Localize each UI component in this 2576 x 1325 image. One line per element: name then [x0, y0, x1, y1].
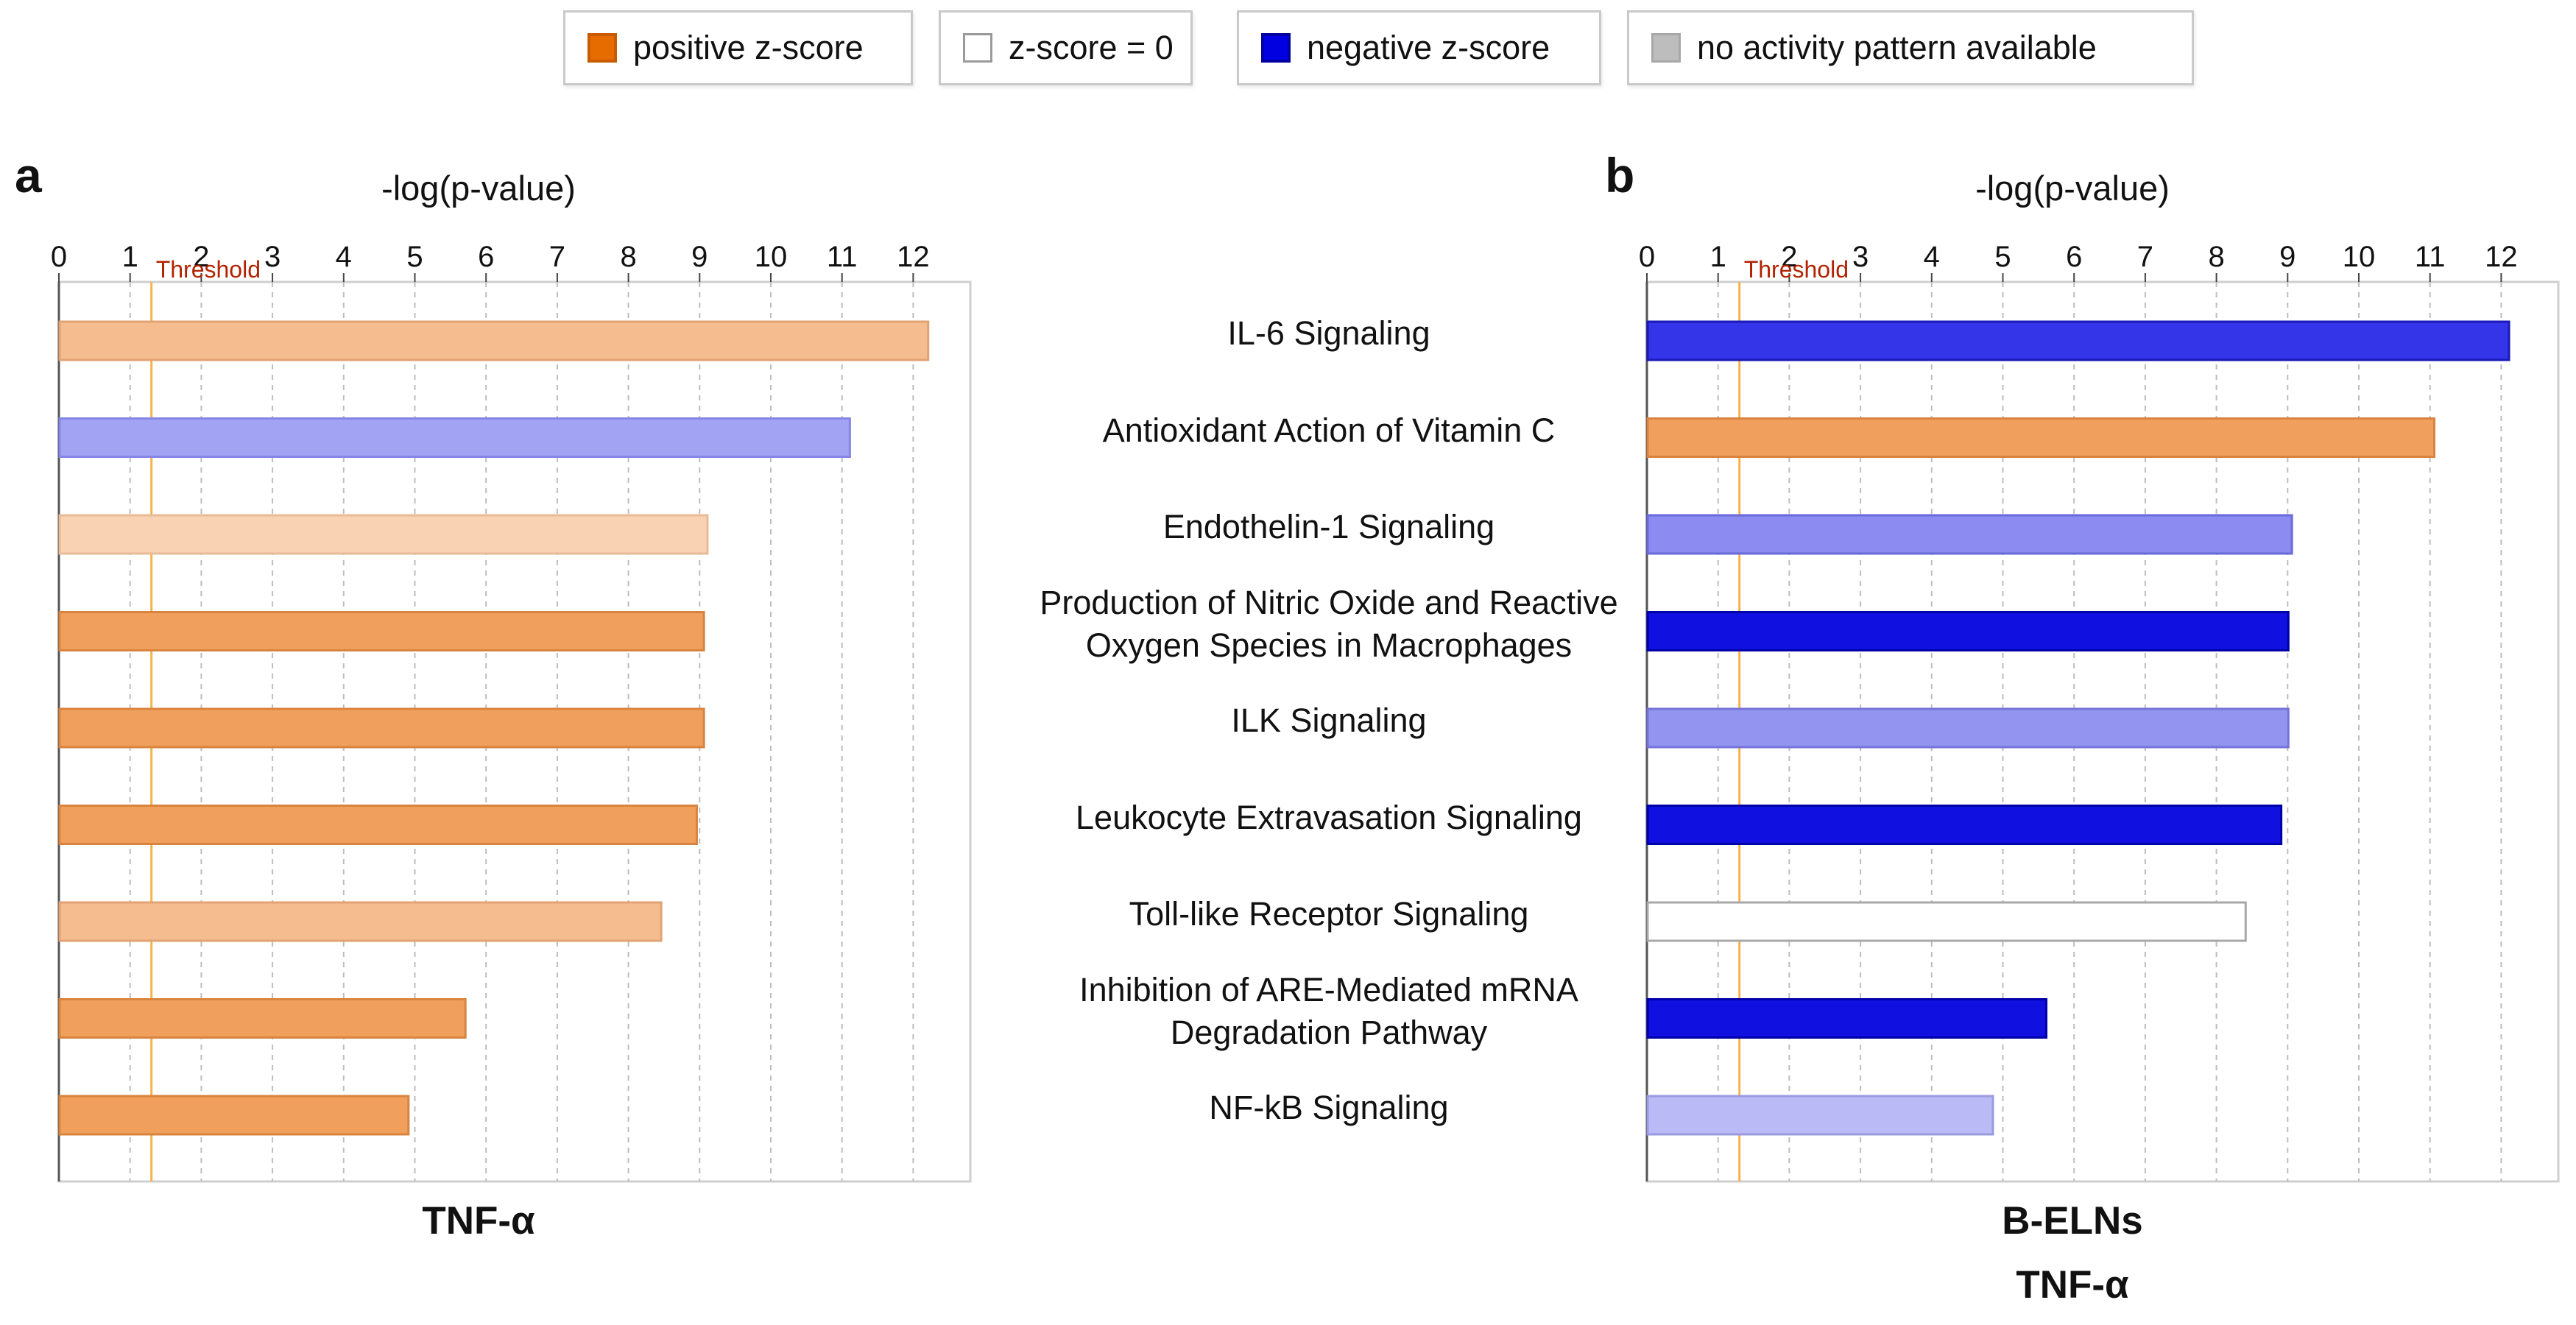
pathway-label: Leukocyte Extravasation Signaling — [998, 796, 1660, 839]
legend-item-no-pattern: no activity pattern available — [1627, 10, 2194, 85]
bar-a-1 — [58, 417, 851, 458]
pathway-label-line: Antioxidant Action of Vitamin C — [1102, 411, 1556, 449]
legend-item-negative: negative z-score — [1237, 10, 1601, 85]
bar-a-6 — [58, 901, 663, 942]
x-tick-label-b-8: 8 — [2208, 241, 2224, 273]
bar-b-6 — [1646, 901, 2247, 942]
x-tick-label-b-4: 4 — [1924, 241, 1940, 273]
panel-caption-a: TNF-α — [422, 1199, 535, 1243]
legend-label: negative z-score — [1307, 29, 1550, 66]
legend-item-positive: positive z-score — [563, 10, 913, 85]
x-tick-label-a-5: 5 — [406, 241, 423, 273]
pathway-label-line: Inhibition of ARE-Mediated mRNA — [1079, 970, 1578, 1008]
bar-b-1 — [1646, 417, 2436, 458]
threshold-label-b: Threshold — [1744, 256, 1849, 283]
bar-b-4 — [1646, 707, 2290, 749]
legend-label: positive z-score — [633, 29, 864, 66]
pathway-label: Toll-like Receptor Signaling — [998, 893, 1660, 936]
legend-label: no activity pattern available — [1697, 29, 2097, 66]
x-tick-label-a-10: 10 — [755, 241, 788, 273]
bar-b-8 — [1646, 1095, 1994, 1136]
pathway-label: Endothelin-1 Signaling — [998, 506, 1660, 548]
legend-item-zero: z-score = 0 — [939, 10, 1193, 85]
pathway-label-line: Degradation Pathway — [1170, 1013, 1488, 1051]
bar-b-3 — [1646, 611, 2290, 651]
pathway-label: Production of Nitric Oxide and Reactive O… — [998, 582, 1660, 667]
pathway-label-line: Toll-like Receptor Signaling — [1129, 895, 1529, 933]
pathway-label: IL-6 Signaling — [998, 312, 1660, 355]
pathway-label: Antioxidant Action of Vitamin C — [998, 409, 1660, 452]
threshold-label-a: Threshold — [156, 256, 261, 283]
x-axis-title-a: -log(p-value) — [381, 169, 576, 208]
x-tick-label-b-1: 1 — [1710, 241, 1726, 273]
x-tick-label-b-0: 0 — [1639, 241, 1655, 273]
x-tick-label-a-8: 8 — [620, 241, 636, 273]
x-tick-label-b-7: 7 — [2137, 241, 2153, 273]
bar-a-3 — [58, 611, 705, 651]
panel-caption-b: B-ELNs — [2002, 1199, 2143, 1243]
x-tick-label-a-0: 0 — [51, 241, 67, 273]
bar-a-4 — [58, 707, 705, 749]
bar-a-2 — [58, 514, 709, 555]
x-tick-label-a-4: 4 — [336, 241, 352, 273]
pathway-label: Inhibition of ARE-Mediated mRNA Degradati… — [998, 969, 1660, 1054]
x-tick-label-b-10: 10 — [2343, 241, 2376, 273]
x-tick-label-b-5: 5 — [1994, 241, 2011, 273]
legend-swatch-positive — [587, 33, 617, 63]
x-tick-label-b-11: 11 — [2415, 241, 2446, 273]
x-tick-label-a-7: 7 — [549, 241, 565, 273]
pathway-label-line: Production of Nitric Oxide and Reactive — [1040, 583, 1618, 621]
legend-swatch-no-pattern — [1651, 33, 1681, 63]
pathway-label-line: Endothelin-1 Signaling — [1162, 508, 1495, 545]
pathway-label-line: ILK Signaling — [1231, 702, 1427, 739]
x-tick-label-a-11: 11 — [827, 241, 858, 273]
x-tick-label-b-12: 12 — [2485, 241, 2518, 273]
x-tick-label-b-3: 3 — [1852, 241, 1869, 273]
pathway-label-line: Oxygen Species in Macrophages — [1085, 626, 1573, 664]
legend-label: z-score = 0 — [1009, 29, 1174, 66]
bar-a-0 — [58, 320, 930, 361]
x-tick-label-a-2: 2 — [193, 241, 209, 273]
x-axis-title-b: -log(p-value) — [1975, 169, 2170, 208]
x-tick-label-b-6: 6 — [2066, 241, 2082, 273]
legend-swatch-negative — [1261, 33, 1291, 63]
bar-a-8 — [58, 1095, 410, 1136]
x-tick-label-b-2: 2 — [1781, 241, 1797, 273]
pathway-label-line: Leukocyte Extravasation Signaling — [1076, 798, 1582, 836]
bar-b-0 — [1646, 320, 2510, 361]
x-tick-label-a-9: 9 — [691, 241, 707, 273]
panel-caption-b-line2: TNF-α — [2016, 1263, 2129, 1307]
x-tick-label-a-12: 12 — [897, 241, 930, 273]
panel-letter-a: a — [15, 148, 42, 202]
bar-a-7 — [58, 998, 467, 1039]
panel-letter-b: b — [1605, 148, 1635, 202]
x-tick-label-a-3: 3 — [264, 241, 280, 273]
bar-b-5 — [1646, 805, 2283, 845]
pathway-label-line: NF-kB Signaling — [1209, 1089, 1449, 1126]
x-tick-label-b-9: 9 — [2279, 241, 2296, 273]
x-tick-label-a-1: 1 — [122, 241, 138, 273]
pathway-label: NF-kB Signaling — [998, 1086, 1660, 1129]
legend-swatch-zero — [963, 33, 992, 63]
pathway-label-line: IL-6 Signaling — [1227, 314, 1430, 352]
pathway-label: ILK Signaling — [998, 699, 1660, 742]
x-tick-label-a-6: 6 — [478, 241, 494, 273]
bar-b-7 — [1646, 998, 2048, 1039]
bar-b-2 — [1646, 514, 2293, 555]
bar-a-5 — [58, 805, 698, 845]
